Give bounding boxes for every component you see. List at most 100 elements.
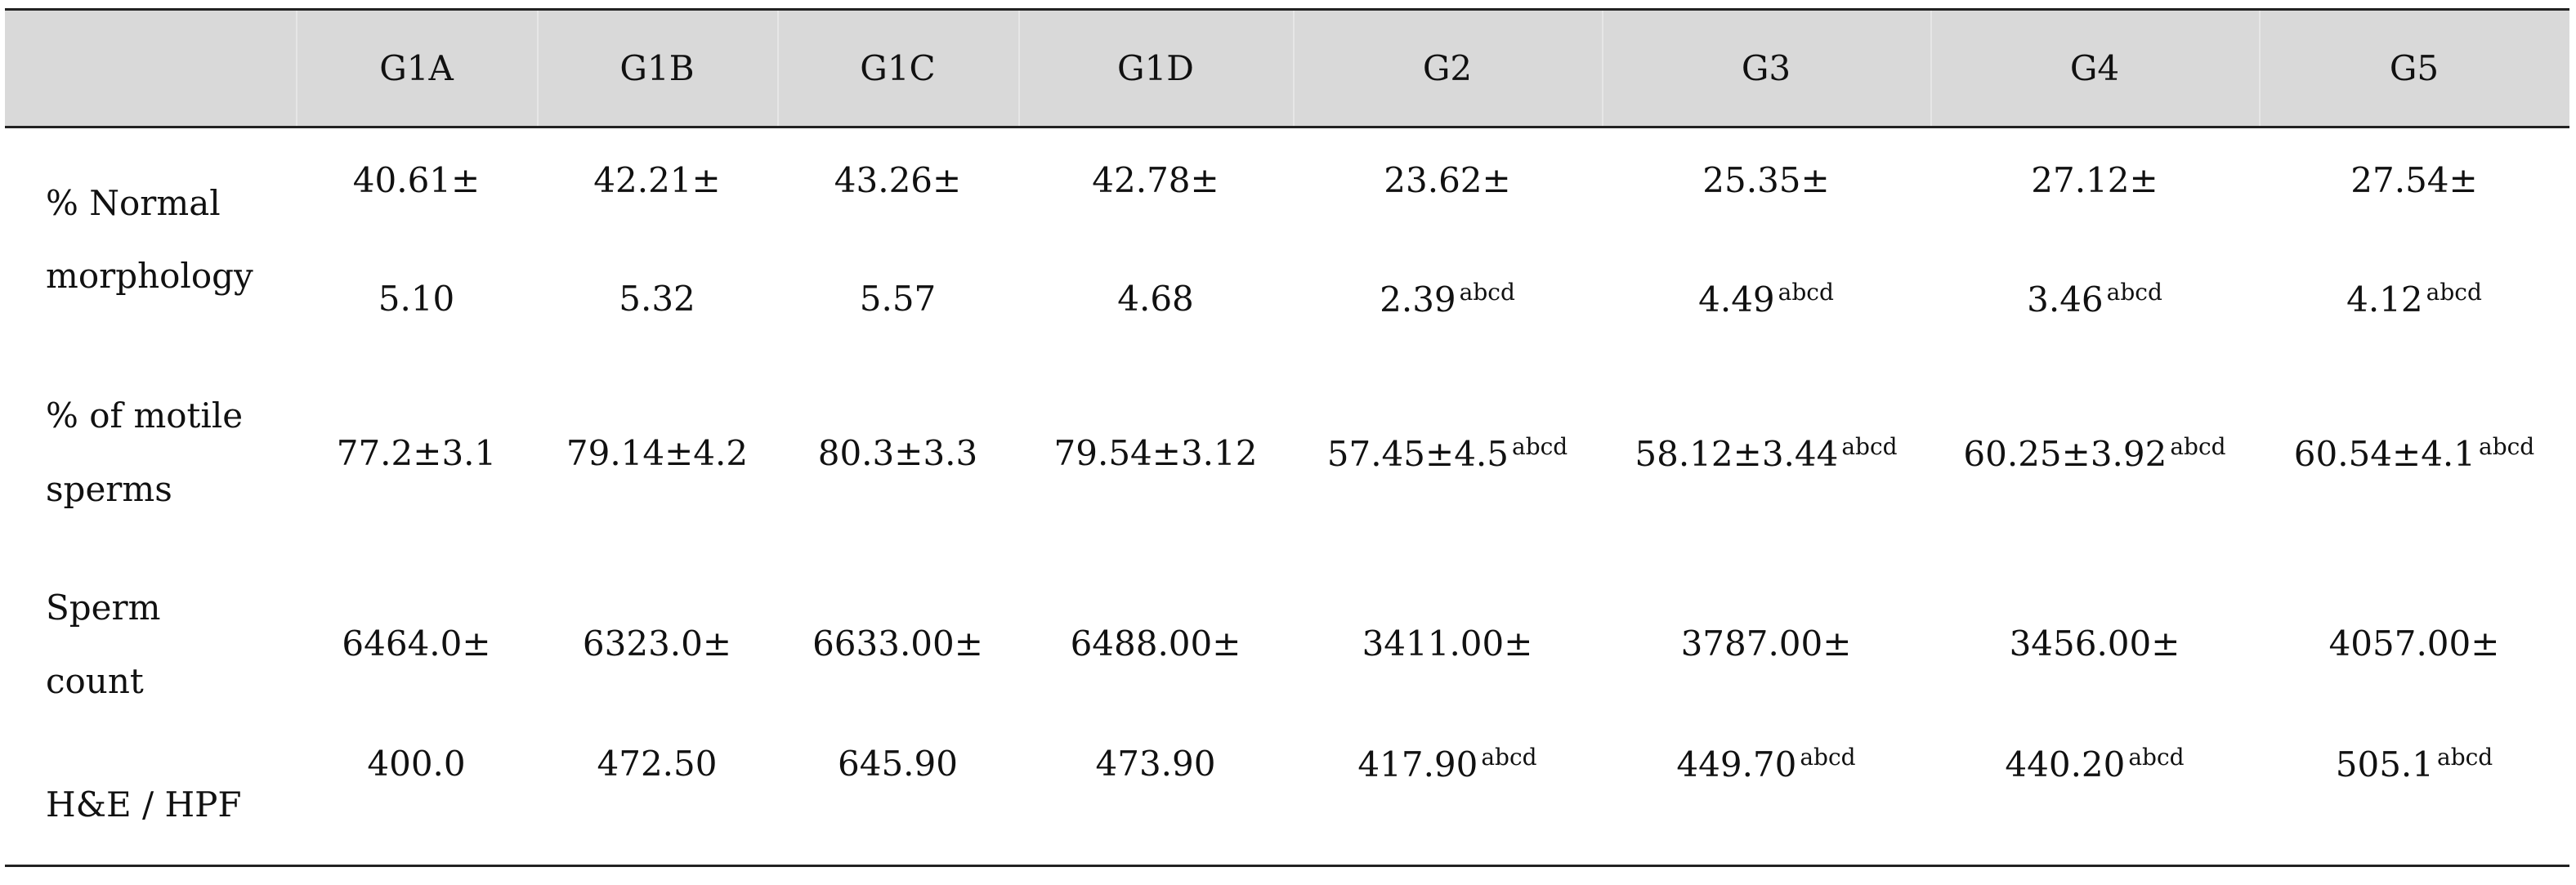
cell-line: 79.54±3.12 bbox=[1054, 436, 1258, 471]
significance-marker: abcd bbox=[2437, 744, 2493, 771]
row-label: H&E / HPF bbox=[46, 784, 242, 825]
column-separator bbox=[1930, 11, 1932, 126]
column-header: G4 bbox=[2069, 48, 2120, 88]
significance-marker: abcd bbox=[1459, 279, 1515, 306]
cell-value: 43.26± bbox=[834, 160, 962, 200]
column-separator bbox=[537, 11, 539, 126]
cell-value: 400.0 bbox=[367, 744, 466, 784]
cell-line: 472.50 bbox=[597, 747, 718, 781]
cell-value: 5.32 bbox=[619, 279, 695, 319]
cell-line: 23.62± bbox=[1384, 163, 1510, 198]
cell-value: 473.90 bbox=[1095, 744, 1216, 784]
cell-value: 27.54± bbox=[2350, 160, 2478, 200]
cell-value: 449.70 bbox=[1676, 744, 1797, 784]
column-separator bbox=[777, 11, 779, 126]
cell-line: 3456.00± bbox=[2010, 627, 2180, 661]
cell-line: 505.1 abcd bbox=[2336, 746, 2493, 782]
cell-value: 3787.00± bbox=[1680, 624, 1852, 664]
cell-value: 77.2±3.1 bbox=[336, 433, 497, 473]
cell-value: 25.35± bbox=[1702, 160, 1830, 200]
cell-line: 6323.0± bbox=[583, 627, 731, 661]
significance-marker: abcd bbox=[1841, 433, 1898, 460]
column-header: G2 bbox=[1422, 48, 1473, 88]
cell-line: 5.57 bbox=[860, 282, 937, 316]
header-band bbox=[5, 8, 2569, 128]
column-header: G5 bbox=[2389, 48, 2440, 88]
cell-value: 6488.00± bbox=[1070, 624, 1241, 664]
cell-value: 27.12± bbox=[2031, 160, 2158, 200]
cell-value: 23.62± bbox=[1384, 160, 1511, 200]
column-separator bbox=[1602, 11, 1603, 126]
cell-line: 3787.00± bbox=[1681, 627, 1852, 661]
cell-line: 473.90 bbox=[1096, 747, 1216, 781]
cell-line: 43.26± bbox=[834, 163, 961, 198]
cell-line: 417.90 abcd bbox=[1357, 746, 1536, 782]
cell-value: 60.25±3.92 bbox=[1963, 434, 2167, 474]
significance-marker: abcd bbox=[2106, 279, 2162, 306]
significance-marker: abcd bbox=[1481, 744, 1537, 771]
bottom-rule bbox=[5, 865, 2569, 867]
row-label: morphology bbox=[46, 256, 253, 296]
row-label: % of motile bbox=[46, 396, 244, 436]
cell-value: 79.54±3.12 bbox=[1053, 433, 1258, 473]
significance-marker: abcd bbox=[2426, 279, 2482, 306]
cell-line: 3.46 abcd bbox=[2027, 281, 2162, 317]
cell-line: 27.54± bbox=[2350, 163, 2477, 198]
column-separator bbox=[1293, 11, 1295, 126]
significance-marker: abcd bbox=[1512, 433, 1568, 460]
cell-value: 60.54±4.1 bbox=[2293, 434, 2475, 474]
cell-value: 6633.00± bbox=[812, 624, 983, 664]
cell-value: 417.90 bbox=[1357, 744, 1478, 784]
cell-line: 60.54±4.1 abcd bbox=[2294, 436, 2534, 472]
cell-value: 3411.00± bbox=[1362, 624, 1533, 664]
column-separator bbox=[296, 11, 297, 126]
cell-line: 400.0 bbox=[367, 747, 465, 781]
cell-line: 57.45±4.5 abcd bbox=[1327, 436, 1568, 472]
cell-value: 58.12±3.44 bbox=[1635, 434, 1839, 474]
significance-marker: abcd bbox=[1800, 744, 1856, 771]
cell-value: 2.39 bbox=[1380, 279, 1456, 320]
cell-line: 5.10 bbox=[378, 282, 455, 316]
significance-marker: abcd bbox=[2128, 744, 2185, 771]
cell-line: 4057.00± bbox=[2329, 627, 2500, 661]
cell-value: 645.90 bbox=[838, 744, 958, 784]
row-label: Sperm bbox=[46, 588, 161, 628]
cell-value: 40.61± bbox=[352, 160, 481, 200]
row-label: sperms bbox=[46, 469, 172, 509]
cell-value: 42.78± bbox=[1092, 160, 1219, 200]
cell-line: 40.61± bbox=[353, 163, 480, 198]
significance-marker: abcd bbox=[1778, 279, 1834, 306]
cell-line: 4.12 abcd bbox=[2346, 281, 2482, 317]
cell-value: 4.12 bbox=[2346, 279, 2423, 320]
cell-line: 645.90 bbox=[838, 747, 958, 781]
column-separator bbox=[2259, 11, 2261, 126]
cell-line: 449.70 abcd bbox=[1676, 746, 1855, 782]
cell-value: 4.68 bbox=[1117, 279, 1194, 319]
cell-line: 58.12±3.44 abcd bbox=[1635, 436, 1897, 472]
cell-line: 440.20 abcd bbox=[2005, 746, 2184, 782]
cell-line: 4.68 bbox=[1117, 282, 1194, 316]
cell-line: 80.3±3.3 bbox=[818, 436, 978, 471]
cell-value: 42.21± bbox=[593, 160, 721, 200]
column-header: G1A bbox=[379, 48, 454, 88]
cell-line: 27.12± bbox=[2031, 163, 2158, 198]
column-header: G1C bbox=[860, 48, 936, 88]
cell-line: 2.39 abcd bbox=[1380, 281, 1515, 317]
cell-line: 77.2±3.1 bbox=[337, 436, 497, 471]
cell-value: 4057.00± bbox=[2328, 624, 2500, 664]
significance-marker: abcd bbox=[2479, 433, 2535, 460]
cell-line: 4.49 abcd bbox=[1698, 281, 1834, 317]
cell-value: 505.1 bbox=[2335, 744, 2435, 784]
cell-line: 6633.00± bbox=[812, 627, 983, 661]
cell-value: 80.3±3.3 bbox=[817, 433, 978, 473]
cell-line: 79.14±4.2 bbox=[566, 436, 748, 471]
column-header: G3 bbox=[1741, 48, 1791, 88]
cell-value: 4.49 bbox=[1698, 279, 1775, 320]
cell-line: 42.78± bbox=[1092, 163, 1219, 198]
cell-value: 6464.0± bbox=[342, 624, 491, 664]
column-header: G1D bbox=[1117, 48, 1194, 88]
cell-value: 6323.0± bbox=[582, 624, 732, 664]
cell-line: 3411.00± bbox=[1362, 627, 1533, 661]
column-separator bbox=[1018, 11, 1020, 126]
